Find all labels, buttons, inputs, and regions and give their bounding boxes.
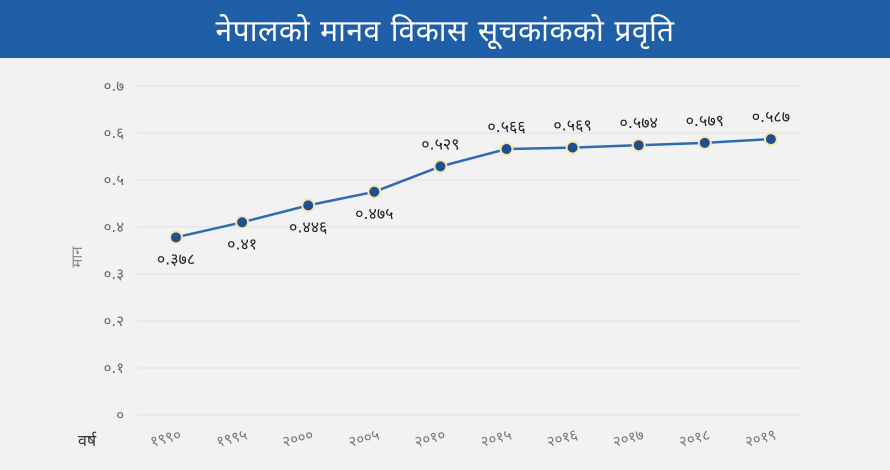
- x-tick-label: १९९०: [148, 425, 183, 450]
- y-tick-label: ०.५: [104, 171, 125, 189]
- y-tick-label: ०.१: [104, 359, 124, 377]
- data-label: ०.५८७: [752, 107, 790, 126]
- data-point: [763, 132, 778, 147]
- data-point: [433, 159, 448, 174]
- data-label: ०.५६९: [553, 116, 591, 135]
- data-markers: [169, 132, 778, 245]
- data-point: [301, 198, 316, 213]
- data-label: ०.५६६: [487, 117, 525, 136]
- line-chart: ० ०.१ ०.२ ०.३ ०.४ ०.५ ०.६ ०.७ १९९० १९९५ २००० २००५ २…: [68, 77, 800, 451]
- x-tick-label: २०१०: [413, 425, 448, 450]
- grid-lines: [138, 85, 800, 416]
- data-point: [499, 141, 514, 156]
- y-tick-label: ०.६: [104, 124, 125, 142]
- x-tick-label: २०१७: [611, 425, 646, 451]
- x-tick-label: २००५: [347, 425, 382, 451]
- y-tick-label: ०.३: [104, 265, 124, 283]
- x-tick-label: २०१८: [677, 425, 712, 450]
- y-axis-title: मान: [68, 246, 86, 268]
- data-point: [565, 140, 580, 155]
- data-label: ०.४७५: [355, 204, 393, 223]
- x-axis-title: वर्ष: [78, 431, 97, 450]
- y-tick-label: ०.४: [104, 218, 125, 236]
- x-tick-label: २०१९: [743, 425, 778, 450]
- data-label: ०.४४६: [289, 217, 327, 236]
- data-label: ०.५७४: [620, 113, 658, 132]
- chart-title: नेपालको मानव विकास सूचकांकको प्रवृति: [215, 13, 675, 49]
- data-label: ०.४१: [227, 234, 257, 253]
- data-label: ०.५७९: [686, 111, 724, 130]
- data-point: [697, 135, 712, 150]
- data-point: [235, 215, 250, 230]
- data-labels: ०.३७८ ०.४१ ०.४४६ ०.४७५ ०.५२९ ०.५६६ ०.५६९ ०.५७४ ०…: [157, 107, 790, 268]
- y-tick-labels: ० ०.१ ०.२ ०.३ ०.४ ०.५ ०.६ ०.७: [104, 77, 125, 424]
- data-label: ०.५२९: [421, 134, 459, 153]
- y-tick-label: ०: [116, 406, 124, 424]
- x-tick-label: २०००: [280, 425, 315, 450]
- series-line: [175, 137, 771, 239]
- data-label: ०.३७८: [157, 249, 195, 268]
- x-tick-labels: १९९० १९९५ २००० २००५ २०१० २०१५ २०१६ २०१७ २०१८ २०१९: [148, 425, 778, 451]
- title-bar: नेपालको मानव विकास सूचकांकको प्रवृति: [0, 0, 890, 58]
- x-tick-label: २०१६: [545, 425, 580, 451]
- y-tick-label: ०.७: [104, 77, 125, 95]
- x-tick-label: २०१५: [479, 425, 514, 451]
- data-point: [169, 230, 183, 245]
- data-point: [631, 138, 646, 153]
- data-point: [367, 184, 382, 199]
- x-tick-label: १९९५: [214, 425, 249, 451]
- y-tick-label: ०.२: [104, 312, 124, 330]
